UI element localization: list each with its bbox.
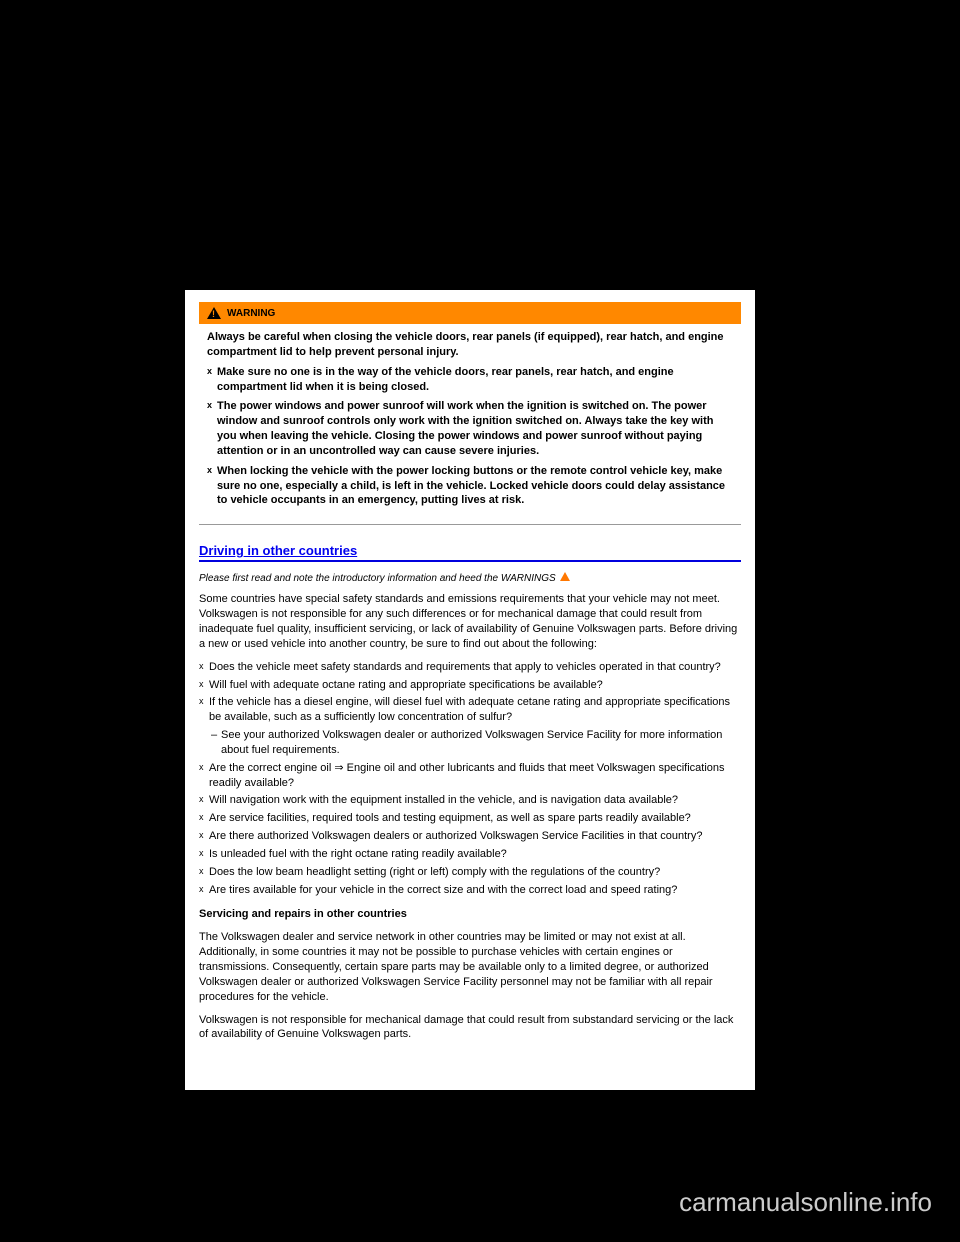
warning-label: WARNING <box>227 308 275 319</box>
warning-triangle-icon <box>207 307 221 319</box>
list-item: Is unleaded fuel with the right octane r… <box>199 847 741 862</box>
warning-header: WARNING <box>199 302 741 324</box>
list-item: Are service facilities, required tools a… <box>199 811 741 826</box>
warning-item: Make sure no one is in the way of the ve… <box>207 365 733 395</box>
inline-warning-icon <box>560 572 570 581</box>
list-item: Are tires available for your vehicle in … <box>199 883 741 898</box>
section-rule <box>199 560 741 562</box>
list-subitem: See your authorized Volkswagen dealer or… <box>199 728 741 758</box>
warning-list: Make sure no one is in the way of the ve… <box>207 365 733 509</box>
warning-item: The power windows and power sunroof will… <box>207 399 733 458</box>
section-paragraph: Some countries have special safety stand… <box>199 592 741 651</box>
list-item: Will fuel with adequate octane rating an… <box>199 678 741 693</box>
warning-body: Always be careful when closing the vehic… <box>199 324 741 518</box>
intro-lead: Please first read and note the introduct… <box>199 573 556 584</box>
list-item: If the vehicle has a diesel engine, will… <box>199 695 741 725</box>
service-heading: Servicing and repairs in other countries <box>199 907 741 922</box>
warning-intro: Always be careful when closing the vehic… <box>207 330 733 360</box>
section-paragraph: Volkswagen is not responsible for mechan… <box>199 1013 741 1043</box>
list-item: Are there authorized Volkswagen dealers … <box>199 829 741 844</box>
list-item: Does the vehicle meet safety standards a… <box>199 660 741 675</box>
list-item: Are the correct engine oil ⇒ Engine oil … <box>199 761 741 791</box>
section-paragraph: The Volkswagen dealer and service networ… <box>199 930 741 1004</box>
manual-page: WARNING Always be careful when closing t… <box>185 290 755 1090</box>
list-item: Does the low beam headlight setting (rig… <box>199 865 741 880</box>
warning-item: When locking the vehicle with the power … <box>207 464 733 509</box>
section-title: Driving in other countries <box>199 543 741 558</box>
section-list: Does the vehicle meet safety standards a… <box>199 660 741 898</box>
list-item: Will navigation work with the equipment … <box>199 793 741 808</box>
section-intro: Please first read and note the introduct… <box>199 572 741 584</box>
watermark: carmanualsonline.info <box>679 1187 932 1218</box>
divider <box>199 524 741 525</box>
